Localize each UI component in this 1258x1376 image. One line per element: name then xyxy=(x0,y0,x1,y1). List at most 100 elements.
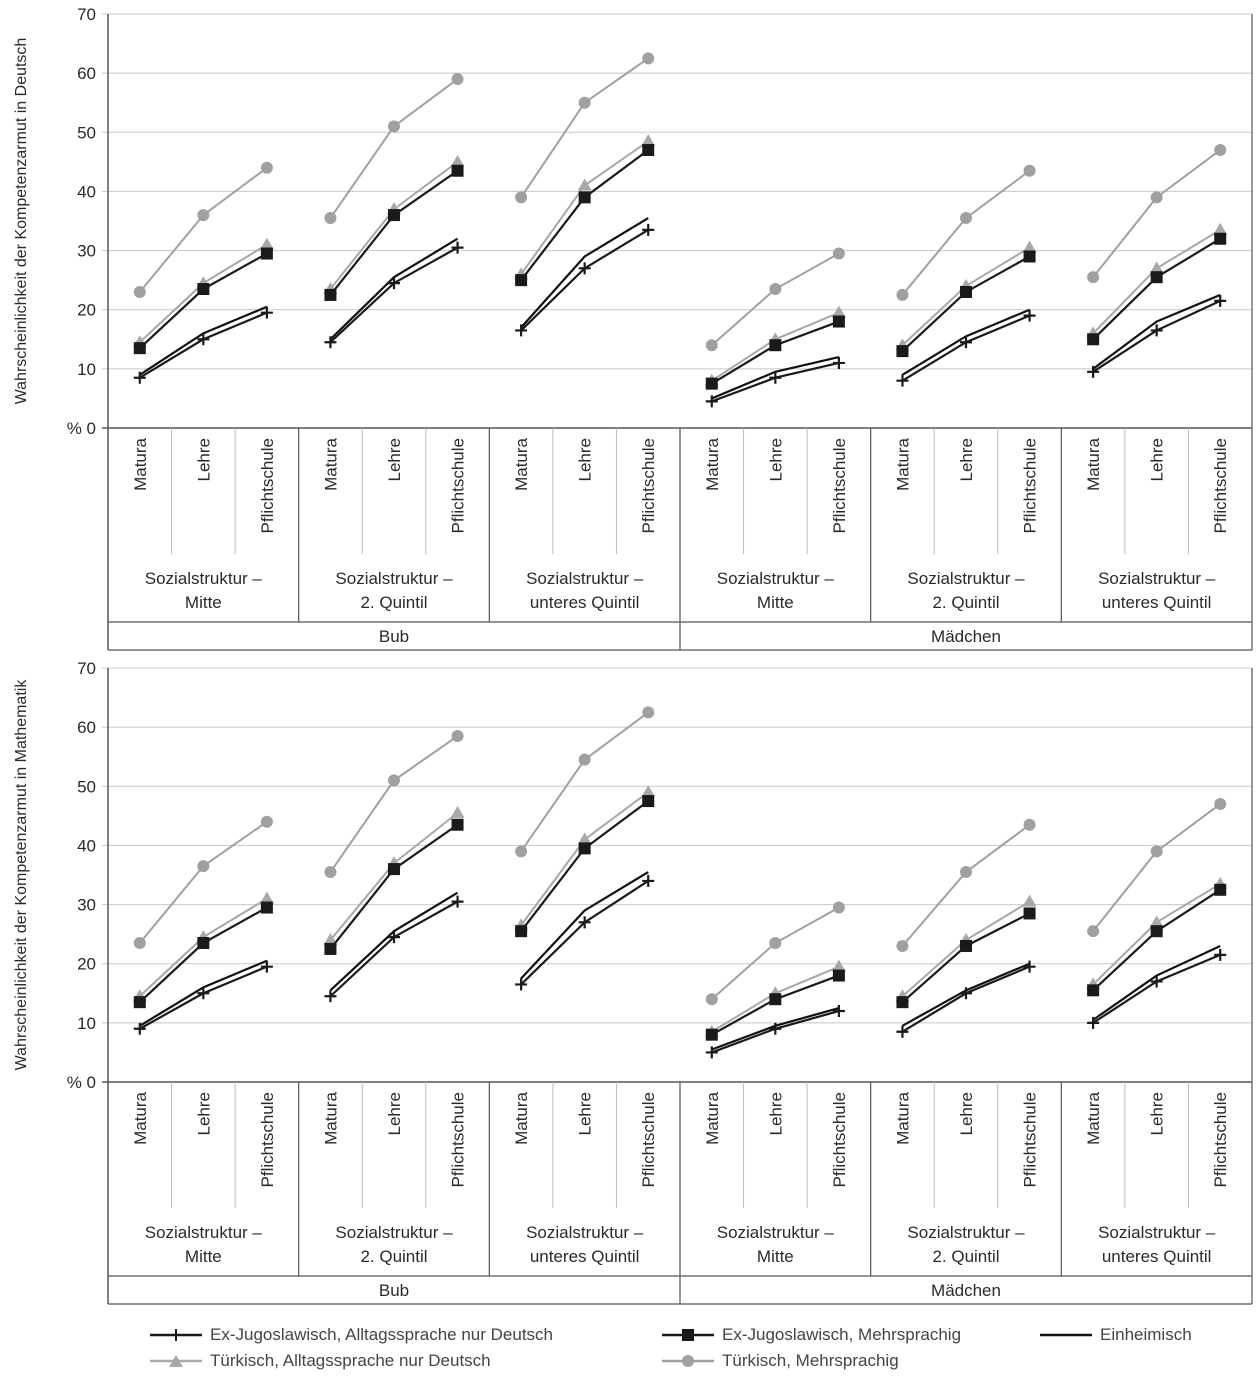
y-tick-label: 70 xyxy=(77,659,96,678)
marker-plus-exyu_deutsch xyxy=(832,356,845,369)
group-label-line2: 2. Quintil xyxy=(932,593,999,612)
group-label-line1: Sozialstruktur – xyxy=(717,1223,835,1242)
legend-swatch-plus-icon xyxy=(150,1329,202,1341)
marker-circle-tuerk_mehr xyxy=(1214,798,1227,811)
y-tick-label: 70 xyxy=(77,5,96,24)
marker-plus-exyu_deutsch xyxy=(260,306,273,319)
marker-circle-tuerk_mehr xyxy=(1087,925,1100,938)
category-tick-label: Matura xyxy=(893,437,912,490)
group-label-line2: Mitte xyxy=(185,593,222,612)
marker-square-exyu_mehr xyxy=(1087,333,1100,346)
marker-plus-exyu_deutsch xyxy=(1214,948,1227,961)
marker-plus-exyu_deutsch xyxy=(324,336,337,349)
marker-plus-exyu_deutsch xyxy=(642,874,655,887)
y-tick-label: 50 xyxy=(77,777,96,796)
marker-plus-exyu_deutsch xyxy=(769,1022,782,1035)
legend-swatch-triangle-icon xyxy=(150,1355,202,1367)
series-line-tuerk_mehr xyxy=(901,169,1031,296)
marker-triangle-tuerk_deutsch xyxy=(1022,894,1037,907)
marker-square-exyu_mehr xyxy=(133,996,146,1009)
marker-circle-tuerk_mehr xyxy=(832,901,845,914)
marker-square-exyu_mehr xyxy=(1023,250,1036,263)
marker-square-exyu_mehr xyxy=(896,996,909,1009)
marker-plus-exyu_deutsch xyxy=(896,1025,909,1038)
category-tick-label: Matura xyxy=(131,437,150,490)
marker-square-exyu_mehr xyxy=(260,247,273,260)
marker-circle-tuerk_mehr xyxy=(388,774,400,787)
marker-triangle-tuerk_deutsch xyxy=(1213,222,1228,235)
marker-plus-exyu_deutsch xyxy=(388,277,400,290)
category-tick-label: Matura xyxy=(321,1091,340,1144)
marker-circle-tuerk_mehr xyxy=(197,860,210,873)
marker-circle-tuerk_mehr xyxy=(324,866,337,879)
category-tick-label: Pflichtschule xyxy=(830,438,849,533)
marker-circle-tuerk_mehr xyxy=(769,283,782,296)
marker-square-exyu_mehr xyxy=(260,901,273,914)
marker-square-exyu_mehr xyxy=(451,818,464,831)
marker-circle-tuerk_mehr xyxy=(960,212,972,225)
group-label-line1: Sozialstruktur – xyxy=(526,569,644,588)
legend-swatch-line-icon xyxy=(1040,1333,1092,1337)
marker-square-exyu_mehr xyxy=(324,288,337,301)
series-line-exyu_deutsch xyxy=(520,228,649,332)
category-tick-label: Lehre xyxy=(766,1092,785,1135)
marker-circle-tuerk_mehr xyxy=(642,52,655,65)
marker-circle-tuerk_mehr xyxy=(896,288,909,301)
chart-panel-deutsch: % 0 10 20 30 40 50 60 70 Wahrscheinlichkeit der … xyxy=(13,5,1253,651)
marker-circle-tuerk_mehr xyxy=(133,937,146,950)
category-tick-label: Lehre xyxy=(957,438,976,481)
series-line-einheimisch xyxy=(520,217,649,329)
marker-circle-tuerk_mehr xyxy=(515,845,528,858)
legend-label-einheimisch: Einheimisch xyxy=(1100,1325,1192,1344)
group-label-line2: Mitte xyxy=(757,593,794,612)
marker-plus-exyu_deutsch xyxy=(1150,975,1163,988)
category-tick-label: Lehre xyxy=(385,438,404,481)
marker-plus-exyu_deutsch xyxy=(133,371,146,384)
legend-item-exyu-deutsch: Ex-Jugoslawisch, Alltagssprache nur Deut… xyxy=(148,1322,553,1348)
category-tick-label: Lehre xyxy=(1148,1092,1167,1135)
marker-circle-tuerk_mehr xyxy=(769,937,782,950)
marker-triangle-tuerk_deutsch xyxy=(1022,240,1037,253)
y-tick-label: 40 xyxy=(77,836,96,855)
marker-plus-exyu_deutsch xyxy=(451,895,464,908)
marker-plus-exyu_deutsch xyxy=(1150,324,1163,337)
category-tick-label: Pflichtschule xyxy=(639,438,658,533)
legend-swatch-square-icon xyxy=(662,1329,714,1341)
series-line-tuerk_mehr xyxy=(520,57,649,198)
category-tick-label: Lehre xyxy=(766,438,785,481)
group-label-line2: Mitte xyxy=(757,1247,794,1266)
marker-triangle-tuerk_deutsch xyxy=(831,959,846,972)
category-tick-label: Lehre xyxy=(576,438,595,481)
marker-circle-tuerk_mehr xyxy=(1023,818,1036,831)
y-tick-label: 20 xyxy=(77,301,96,320)
series-line-tuerk_mehr xyxy=(520,711,649,852)
marker-square-exyu_mehr xyxy=(324,942,337,955)
marker-square-exyu_mehr xyxy=(515,274,528,287)
category-tick-label: Pflichtschule xyxy=(258,438,277,533)
marker-circle-tuerk_mehr xyxy=(388,120,400,133)
category-tick-label: Matura xyxy=(893,1091,912,1144)
y-axis-label: Wahrscheinlichkeit der Kompetenzarmut in… xyxy=(13,38,30,405)
marker-triangle-tuerk_deutsch xyxy=(259,237,274,250)
marker-triangle-tuerk_deutsch xyxy=(641,785,656,798)
category-tick-label: Matura xyxy=(131,1091,150,1144)
series-line-tuerk_mehr xyxy=(329,78,459,219)
category-tick-label: Pflichtschule xyxy=(449,438,468,533)
marker-square-exyu_mehr xyxy=(1150,271,1163,284)
category-tick-label: Pflichtschule xyxy=(258,1092,277,1187)
marker-circle-tuerk_mehr xyxy=(896,939,909,952)
marker-plus-exyu_deutsch xyxy=(197,333,210,346)
marker-plus-exyu_deutsch xyxy=(260,960,273,973)
marker-circle-tuerk_mehr xyxy=(451,73,464,86)
category-tick-label: Lehre xyxy=(385,1092,404,1135)
marker-plus-exyu_deutsch xyxy=(960,336,972,349)
series-line-tuerk_mehr xyxy=(139,820,268,944)
marker-circle-tuerk_mehr xyxy=(578,96,591,109)
marker-triangle-tuerk_deutsch xyxy=(1149,261,1164,274)
marker-square-exyu_mehr xyxy=(388,863,400,876)
marker-square-exyu_mehr xyxy=(960,939,972,952)
marker-square-exyu_mehr xyxy=(197,283,210,296)
marker-circle-tuerk_mehr xyxy=(451,730,464,743)
legend-item-exyu-mehr: Ex-Jugoslawisch, Mehrsprachig xyxy=(660,1322,961,1348)
marker-plus-exyu_deutsch xyxy=(1023,309,1036,322)
